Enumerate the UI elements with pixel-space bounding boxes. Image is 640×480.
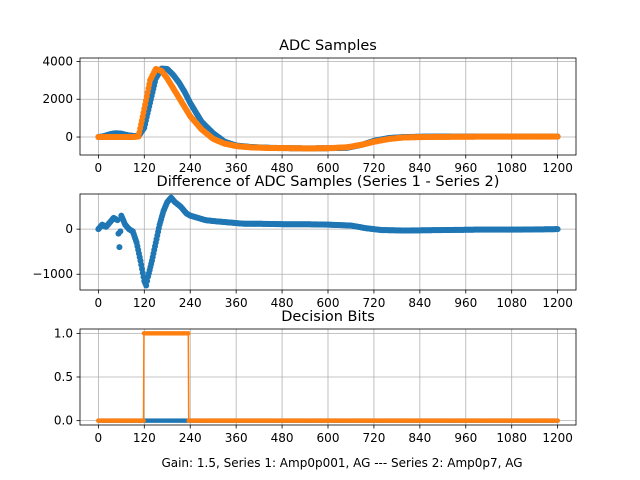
- chart-title: Decision Bits: [281, 309, 375, 325]
- x-tick-label: 360: [225, 431, 248, 445]
- x-tick-label: 720: [362, 431, 385, 445]
- x-tick-label: 0: [95, 431, 103, 445]
- y-tick-label: 0: [65, 130, 73, 144]
- series-2: [95, 65, 561, 152]
- chart-title: Difference of ADC Samples (Series 1 - Se…: [157, 174, 500, 190]
- x-axis-ticks: 0 120 240 360 480 600 720 840 960 1080 1200: [95, 155, 573, 175]
- x-tick-label: 360: [225, 161, 248, 175]
- x-tick-label: 120: [133, 296, 156, 310]
- data-point: [116, 244, 123, 251]
- x-tick-label: 240: [179, 296, 202, 310]
- x-tick-label: 1200: [542, 296, 573, 310]
- chart-panels: 0 120 240 360 480 600 720 840 960 1080 12000200040…: [32, 38, 577, 445]
- x-tick-label: 840: [408, 431, 431, 445]
- x-axis-ticks: 0 120 240 360 480 600 720 840 960 1080 1200: [95, 425, 573, 445]
- x-tick-label: 240: [179, 161, 202, 175]
- data-point: [117, 228, 124, 235]
- y-tick-label: 4000: [42, 54, 73, 68]
- grid-lines: [80, 329, 576, 425]
- data-point: [141, 418, 146, 423]
- x-tick-label: 1080: [496, 161, 527, 175]
- x-axis-label: Gain: 1.5, Series 1: Amp0p001, AG --- Se…: [161, 456, 522, 470]
- y-axis-ticks: 0 2000 4000: [42, 54, 80, 144]
- x-tick-label: 1080: [496, 431, 527, 445]
- data-point: [143, 282, 150, 289]
- x-tick-label: 720: [362, 296, 385, 310]
- data-point: [114, 217, 121, 224]
- x-tick-label: 480: [271, 161, 294, 175]
- x-tick-label: 600: [317, 161, 340, 175]
- y-tick-label: 0.5: [54, 370, 73, 384]
- data-point: [555, 418, 560, 423]
- y-axis-ticks: 0.0 0.5 1.0: [54, 326, 80, 428]
- x-tick-label: 720: [362, 161, 385, 175]
- chart-3: 0 120 240 360 480 600 720 840 960 1080 1200 0.0 0.5 1…: [54, 309, 577, 445]
- x-tick-label: 480: [271, 431, 294, 445]
- chart-title: ADC Samples: [279, 38, 377, 54]
- x-tick-label: 600: [317, 296, 340, 310]
- data-point: [144, 277, 151, 284]
- data-point: [186, 331, 191, 336]
- x-tick-label: 1200: [542, 431, 573, 445]
- x-tick-label: 120: [133, 431, 156, 445]
- x-tick-label: 960: [454, 296, 477, 310]
- x-tick-label: 120: [133, 161, 156, 175]
- x-tick-label: 960: [454, 431, 477, 445]
- x-tick-label: 0: [95, 296, 103, 310]
- series-2: [96, 331, 560, 423]
- x-tick-label: 240: [179, 431, 202, 445]
- x-tick-label: 840: [408, 161, 431, 175]
- x-tick-label: 1200: [542, 161, 573, 175]
- y-tick-label: 2000: [42, 92, 73, 106]
- x-tick-label: 360: [225, 296, 248, 310]
- x-tick-label: 1080: [496, 296, 527, 310]
- x-tick-label: 0: [95, 161, 103, 175]
- x-tick-label: 600: [317, 431, 340, 445]
- data-point: [554, 133, 561, 140]
- chart-1: 0 120 240 360 480 600 720 840 960 1080 1200 0 2000 40…: [42, 38, 577, 175]
- series-1: [95, 194, 561, 289]
- y-tick-label: −1000: [32, 267, 73, 281]
- y-axis-ticks: −1000 0: [32, 222, 80, 281]
- y-tick-label: 0: [65, 222, 73, 236]
- x-tick-label: 480: [271, 296, 294, 310]
- data-point: [554, 226, 561, 233]
- x-tick-label: 960: [454, 161, 477, 175]
- x-tick-label: 840: [408, 296, 431, 310]
- y-tick-label: 1.0: [54, 326, 73, 340]
- x-axis-ticks: 0 120 240 360 480 600 720 840 960 1080 1200: [95, 290, 573, 310]
- y-tick-label: 0.0: [54, 414, 73, 428]
- chart-2: 0 120 240 360 480 600 720 840 960 1080 1200 −1000 0 D…: [32, 174, 577, 310]
